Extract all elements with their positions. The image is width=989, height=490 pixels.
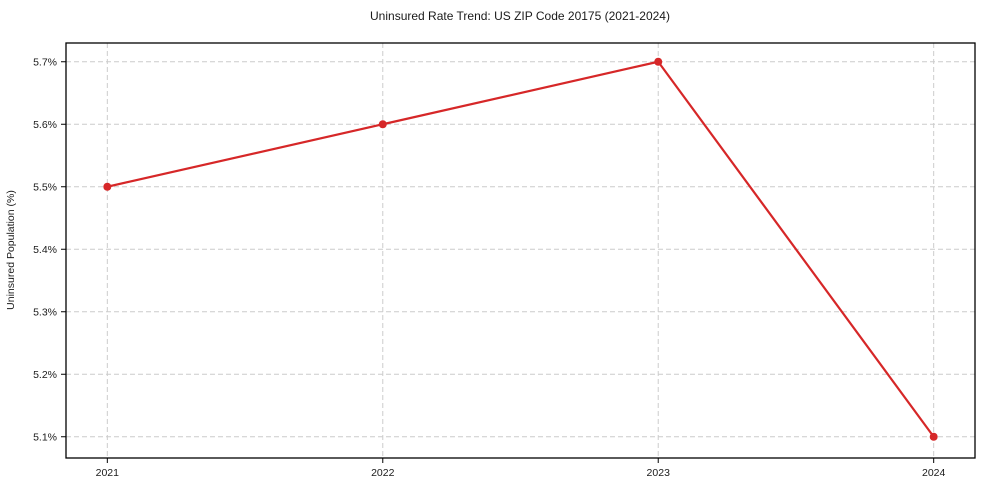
data-point-marker <box>654 57 663 66</box>
x-tick-label: 2021 <box>96 467 120 479</box>
plot-render-layer: 5.1% 5.2% 5.3% 5.4% 5.5% 5.6% 5.7% 2021 2022 2023… <box>33 42 976 479</box>
y-tick-label: 5.2% <box>33 369 57 381</box>
trend-line <box>106 60 935 438</box>
y-tick-label: 5.4% <box>33 244 57 256</box>
y-tick-label: 5.1% <box>33 431 57 443</box>
y-tick-label: 5.5% <box>33 181 57 193</box>
data-point-marker <box>929 432 938 441</box>
x-tick-label: 2024 <box>922 467 946 479</box>
x-tick-label: 2023 <box>647 467 671 479</box>
data-point-marker <box>103 182 112 191</box>
y-tick-label: 5.3% <box>33 306 57 318</box>
data-point-marker <box>378 120 387 129</box>
y-tick-label: 5.6% <box>33 119 57 131</box>
y-axis-label: Uninsured Population (%) <box>5 190 17 310</box>
chart-title: Uninsured Rate Trend: US ZIP Code 20175 … <box>370 9 670 23</box>
x-tick-label: 2022 <box>371 467 395 479</box>
y-tick-label: 5.7% <box>33 56 57 68</box>
plot-border <box>65 42 976 459</box>
